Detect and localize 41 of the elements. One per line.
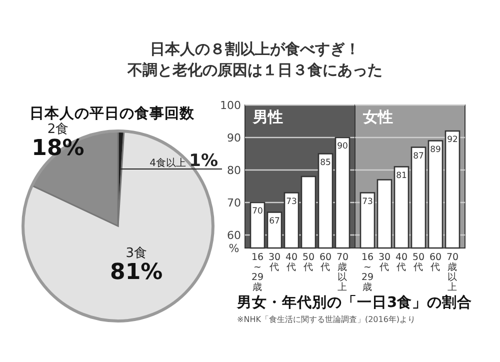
slice-label: 3食 (126, 246, 148, 262)
chart-title: 日本人の平日の食事回数 (30, 105, 196, 122)
chart-title: 男性 (252, 108, 283, 126)
x-tick-label: 70歳以上 (446, 252, 459, 293)
x-tick-label: 40代 (285, 252, 298, 273)
x-tick-label: 16~29歳 (361, 252, 374, 293)
text: 不調と老化の原因は１日３食にあった (126, 61, 382, 79)
data-label: 81% (110, 260, 163, 286)
text: 男女・年代別の「一日3食」の割合 (236, 294, 472, 311)
data-label: 73 (362, 196, 373, 207)
y-tick-label: 70 (227, 196, 241, 210)
y-tick-label: 90 (227, 132, 241, 144)
data-label: 87 (413, 151, 424, 162)
x-tick-label: 70歳以上 (336, 252, 349, 293)
chart-title: 女性 (362, 108, 393, 126)
data-label: 70 (252, 206, 263, 216)
x-tick-label: 40代 (395, 252, 408, 273)
slice-label: 4食以上 (150, 157, 190, 170)
text: ※NHK「食生活に関する世論調査」(2016年)より (237, 315, 416, 324)
x-tick-label: 30代 (378, 252, 391, 273)
y-tick-label: 80 (227, 164, 241, 177)
data-label: 90 (337, 142, 348, 152)
x-tick-label: 60代 (429, 252, 442, 273)
data-label: 92 (447, 135, 458, 145)
x-tick-label: 30代 (268, 252, 281, 273)
y-tick-label: 60 (227, 229, 241, 242)
x-tick-label: 50代 (412, 252, 425, 273)
x-tick-label: 50代 (302, 252, 315, 273)
data-label: 18% (32, 136, 84, 161)
y-tick-label: 100 (220, 99, 241, 112)
data-label: 89 (430, 144, 441, 155)
text: 日本人の８割以上が食べすぎ！ (150, 40, 360, 58)
slice-label: 2食 (47, 122, 69, 137)
x-tick-label: 16~29歳 (251, 252, 264, 293)
data-label: 1% (189, 151, 218, 172)
data-label: 67 (269, 216, 280, 226)
data-label: 81 (396, 170, 407, 181)
data-label: 73 (286, 196, 297, 207)
data-label: 85 (320, 158, 331, 168)
x-tick-label: 60代 (319, 252, 332, 273)
y-axis-title: % (228, 242, 240, 255)
